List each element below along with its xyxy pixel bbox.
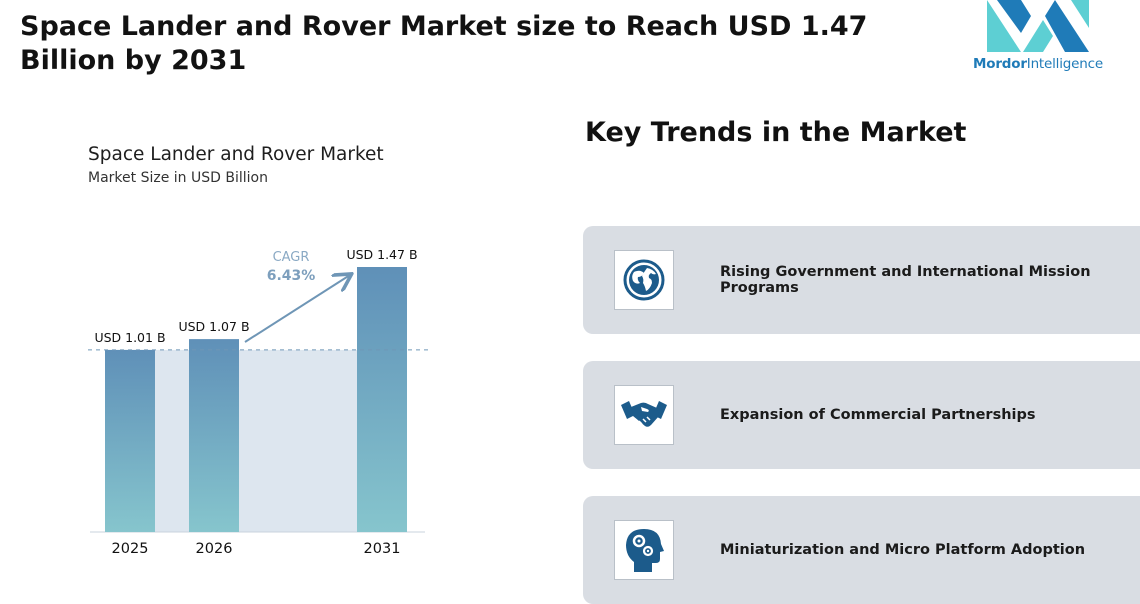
bar-2025 (105, 349, 155, 532)
logo-text: MordorIntelligence (973, 56, 1103, 72)
page-headline: Space Lander and Rover Market size to Re… (20, 11, 868, 76)
reference-band (105, 349, 407, 532)
mordor-logo-icon (987, 0, 1089, 52)
cagr-label: CAGR (273, 250, 310, 265)
data-label-2031: USD 1.47 B (346, 247, 417, 262)
x-tick-label-2031: 2031 (364, 541, 401, 557)
market-chart: Space Lander and Rover Market Market Siz… (0, 130, 560, 570)
trends-title: Key Trends in the Market (585, 117, 967, 148)
trend-card-government-missions: Rising Government and International Miss… (583, 226, 1140, 334)
chart-title: Space Lander and Rover Market (88, 144, 384, 165)
data-label-2025: USD 1.01 B (94, 330, 165, 345)
handshake-icon (614, 385, 674, 445)
trend-card-miniaturization: Miniaturization and Micro Platform Adopt… (583, 496, 1140, 604)
head-gears-icon (614, 520, 674, 580)
cagr-arrow (244, 275, 350, 343)
data-label-2026: USD 1.07 B (178, 319, 249, 334)
x-tick-label-2025: 2025 (112, 541, 149, 557)
chart-subtitle: Market Size in USD Billion (88, 170, 268, 186)
trend-label: Expansion of Commercial Partnerships (720, 407, 1036, 423)
bar-chart-svg: USD 1.01 B 2025 USD 1.07 B 2026 USD 1.47 B 20… (88, 247, 428, 557)
trend-label: Rising Government and International Miss… (720, 264, 1091, 296)
bar-2031 (357, 267, 407, 532)
trend-label: Miniaturization and Micro Platform Adopt… (720, 542, 1086, 558)
cagr-value: 6.43% (267, 268, 316, 284)
bar-2026 (189, 339, 239, 532)
mordor-logo: MordorIntelligence (972, 0, 1104, 80)
x-tick-label-2026: 2026 (196, 541, 233, 557)
trend-card-commercial-partnerships: Expansion of Commercial Partnerships (583, 361, 1140, 469)
globe-icon (614, 250, 674, 310)
